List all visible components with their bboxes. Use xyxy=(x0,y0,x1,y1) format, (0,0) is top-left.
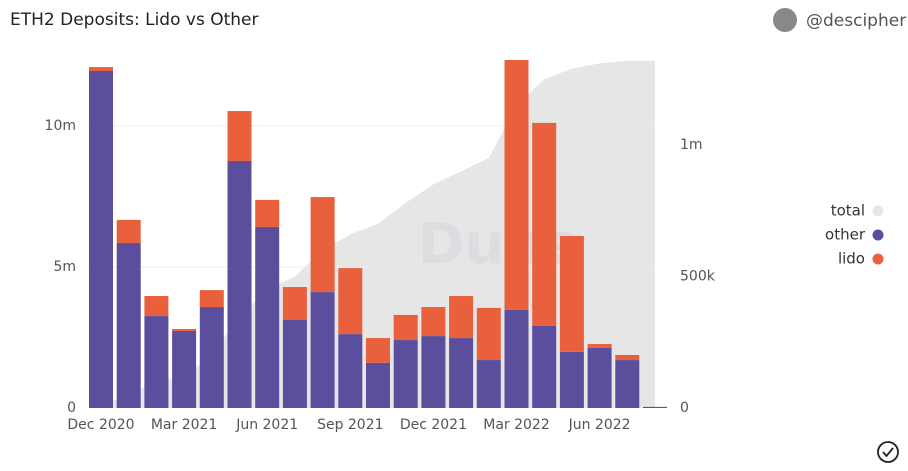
y2-tick-label: 0 xyxy=(680,400,689,416)
legend-label: lido xyxy=(838,250,865,268)
x-tick-label: Jun 2021 xyxy=(235,417,298,433)
other-bar xyxy=(532,325,557,408)
chart-title: ETH2 Deposits: Lido vs Other xyxy=(10,10,258,30)
other-bar xyxy=(587,347,612,408)
other-bar xyxy=(144,316,169,408)
other-bar xyxy=(449,338,474,408)
lido-bar xyxy=(476,307,501,361)
other-bar xyxy=(199,307,224,408)
check-icon[interactable] xyxy=(877,441,899,463)
legend-swatch xyxy=(872,229,884,241)
lido-bar xyxy=(255,199,280,227)
legend-label: total xyxy=(831,202,865,220)
lido-bar xyxy=(615,354,640,361)
other-bar xyxy=(227,160,252,408)
y-tick-label: 0 xyxy=(67,400,76,416)
author: @descipher xyxy=(806,11,906,31)
lido-bar xyxy=(338,268,363,335)
lido-bar xyxy=(559,235,584,352)
lido-bar xyxy=(532,122,557,326)
other-bar xyxy=(421,336,446,408)
lido-bar xyxy=(393,314,418,341)
y2-tick-label: 500k xyxy=(680,268,716,284)
lido-bar xyxy=(89,67,113,71)
lido-bar xyxy=(116,219,141,244)
lido-bar xyxy=(310,197,335,293)
y-tick-label: 5m xyxy=(53,259,76,275)
x-tick-label: Dec 2021 xyxy=(400,417,467,433)
other-bar xyxy=(282,320,307,408)
x-tick-label: Mar 2021 xyxy=(151,417,218,433)
x-tick-label: Sep 2021 xyxy=(317,417,383,433)
legend-swatch xyxy=(872,253,884,265)
other-bar xyxy=(310,292,335,408)
legend-label: other xyxy=(825,226,866,244)
other-bar xyxy=(172,331,197,408)
legend-swatch xyxy=(872,205,884,217)
lido-bar xyxy=(144,296,169,317)
other-bar xyxy=(338,334,363,408)
lido-bar xyxy=(587,343,612,348)
lido-bar xyxy=(421,307,446,337)
other-bar xyxy=(643,406,667,408)
other-bar xyxy=(615,360,640,408)
x-tick-label: Dec 2020 xyxy=(67,417,134,433)
lido-bar xyxy=(449,296,474,339)
other-bar xyxy=(255,226,280,408)
other-bar xyxy=(559,351,584,408)
lido-bar xyxy=(366,338,390,363)
other-bar xyxy=(89,70,113,408)
y2-tick-label: 1m xyxy=(680,137,703,153)
avatar xyxy=(773,8,797,32)
lido-bar xyxy=(199,290,224,308)
other-bar xyxy=(504,309,529,408)
y-tick-label: 10m xyxy=(45,118,76,134)
lido-bar xyxy=(172,329,197,332)
lido-bar xyxy=(282,287,307,321)
other-bar xyxy=(393,340,418,408)
x-tick-label: Mar 2022 xyxy=(483,417,550,433)
other-bar xyxy=(476,360,501,408)
other-bar xyxy=(116,243,141,408)
lido-bar xyxy=(227,111,252,161)
lido-bar xyxy=(504,60,529,310)
x-tick-label: Jun 2022 xyxy=(568,417,631,433)
other-bar xyxy=(366,362,390,408)
